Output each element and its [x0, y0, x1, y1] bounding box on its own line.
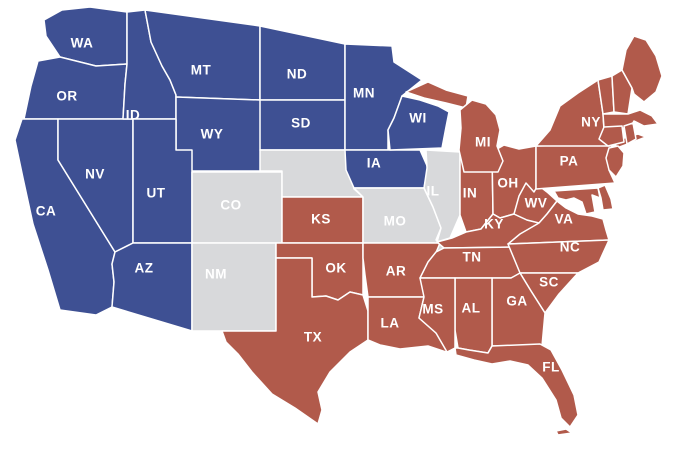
- state-ms: [418, 277, 456, 353]
- state-tx: [221, 257, 369, 425]
- state-nm: [191, 242, 277, 332]
- state-pa: [535, 143, 619, 190]
- state-ia: [344, 149, 429, 189]
- state-va: [507, 200, 610, 245]
- state-fl: [555, 428, 573, 436]
- state-wi: [387, 95, 450, 151]
- state-nd: [259, 25, 346, 101]
- state-ks: [281, 196, 364, 244]
- state-az: [111, 242, 193, 332]
- state-nh: [611, 69, 633, 115]
- state-ri: [623, 122, 637, 145]
- state-fl: [454, 343, 579, 428]
- state-nc: [507, 239, 610, 274]
- state-nj: [605, 145, 625, 178]
- state-al: [454, 277, 493, 354]
- state-wv: [513, 182, 558, 224]
- state-or: [23, 56, 128, 120]
- state-me: [621, 35, 663, 103]
- state-co: [191, 171, 283, 244]
- state-mi: [458, 99, 504, 173]
- state-mi: [405, 81, 469, 109]
- state-sd: [259, 99, 346, 151]
- state-de: [597, 184, 614, 211]
- state-ct: [598, 125, 625, 147]
